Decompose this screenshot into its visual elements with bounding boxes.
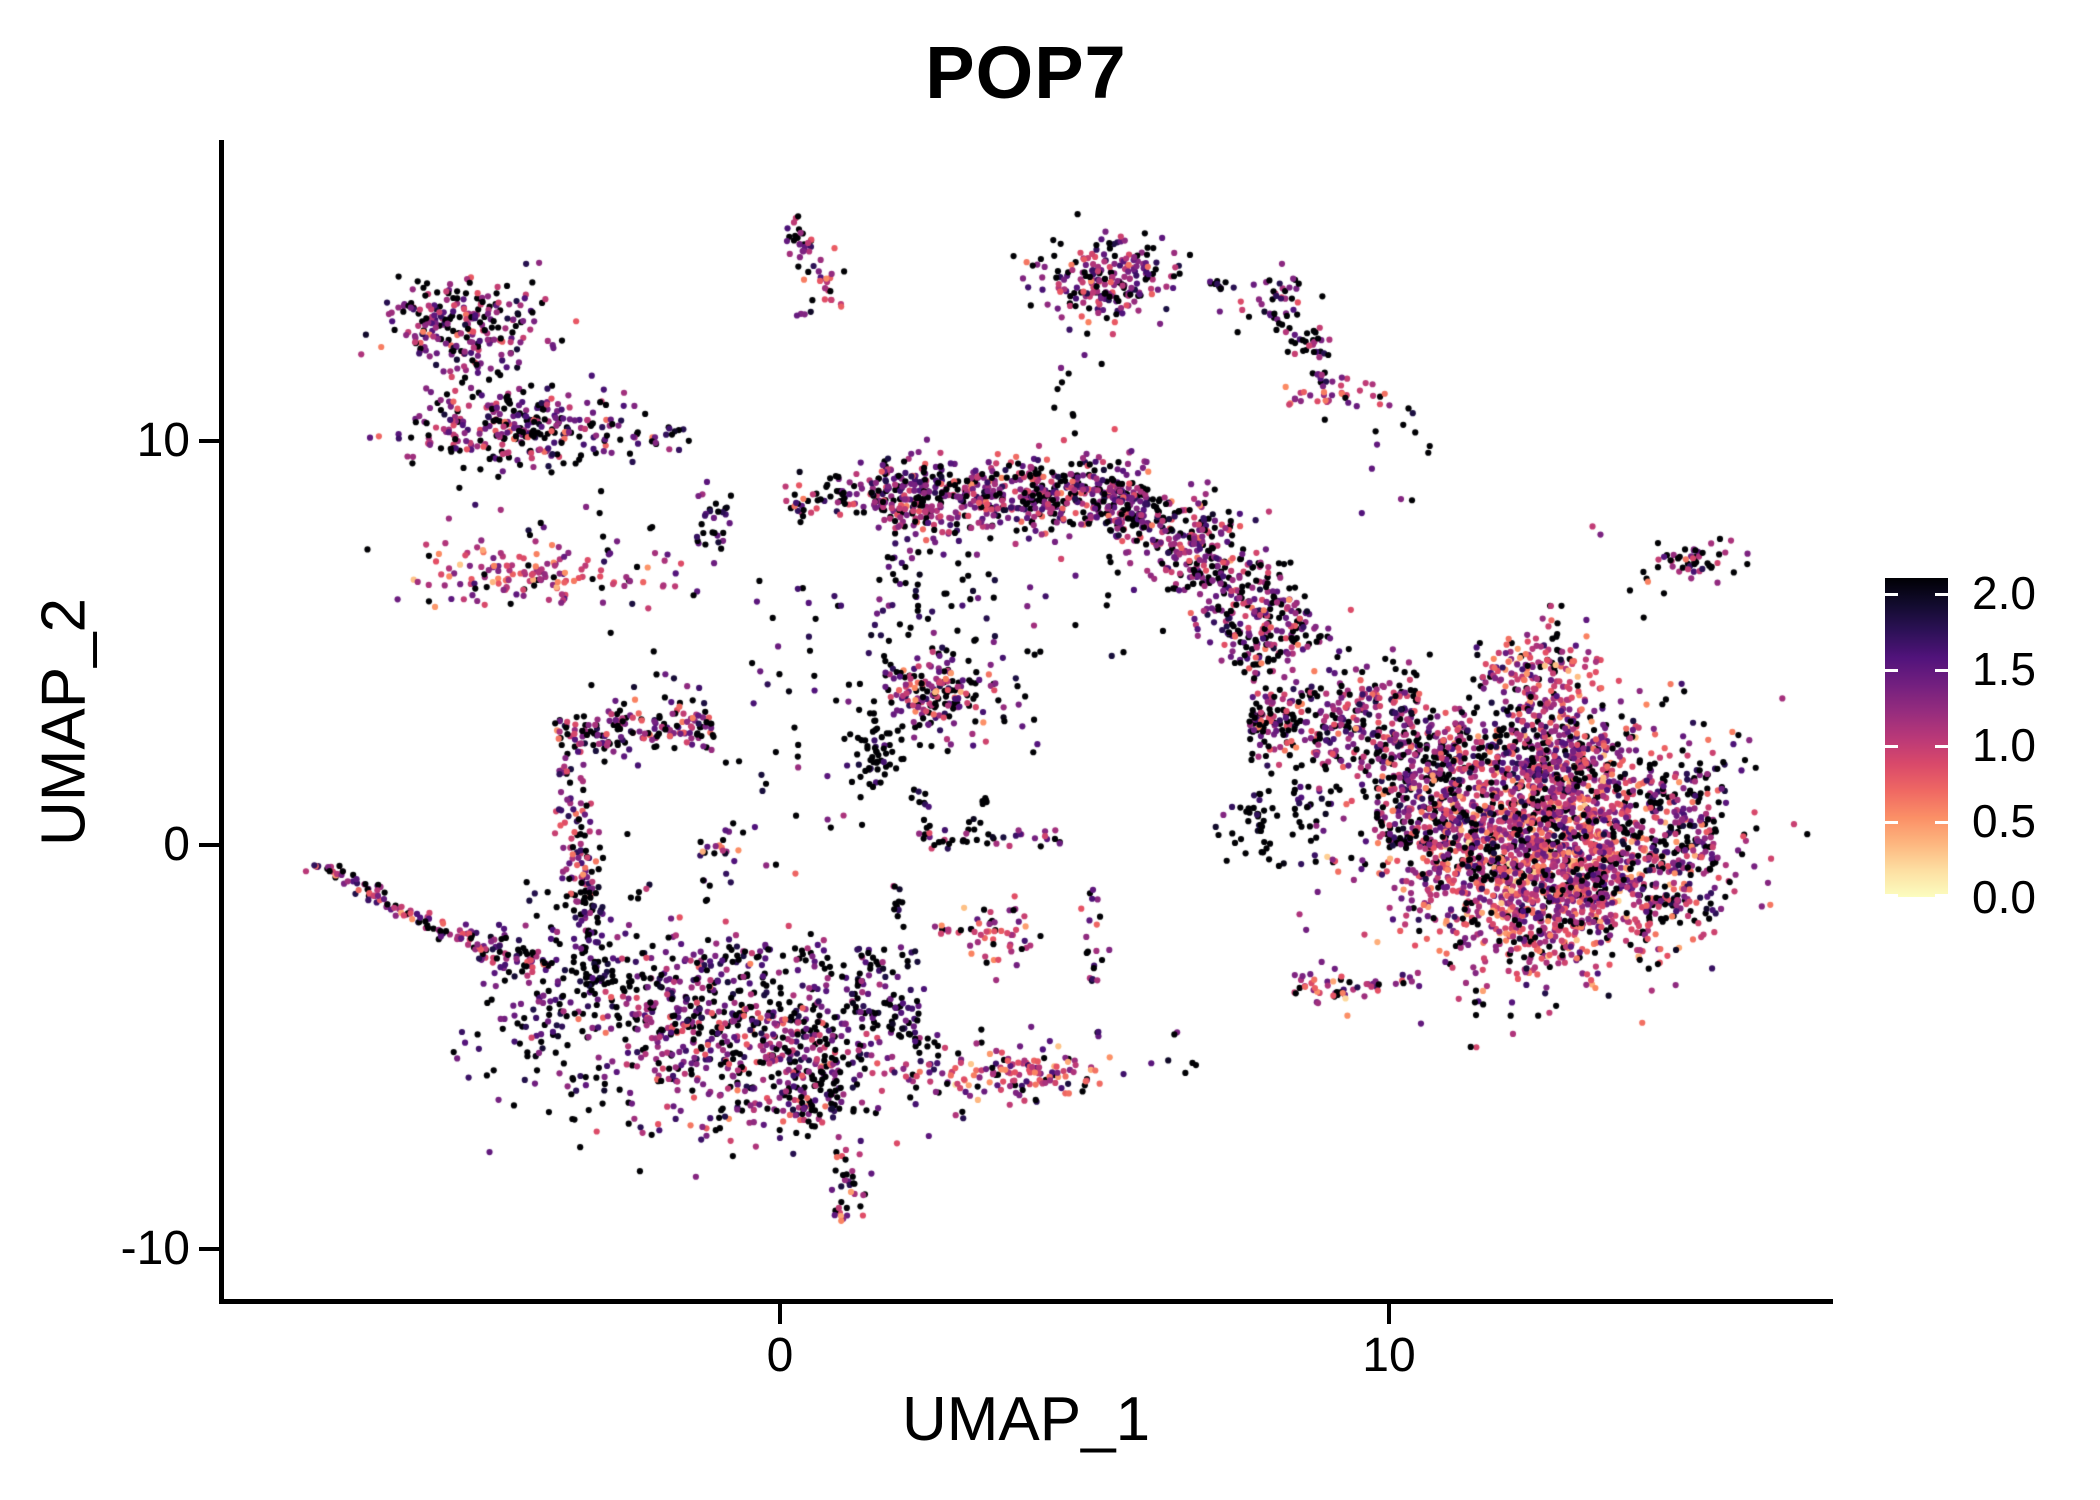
y-tick-label: 10 [136,414,190,467]
colorbar-tick-dash-right [1935,745,1948,749]
x-axis-line [219,1299,1833,1304]
y-tick-mark [199,843,219,847]
y-tick-label: -10 [120,1222,190,1275]
colorbar-tick-dash-right [1935,894,1948,897]
colorbar-tick-dash-right [1935,821,1948,824]
colorbar-tick-label: 2.0 [1972,567,2036,620]
x-tick-label: 10 [1362,1329,1416,1382]
x-tick-label: 0 [766,1329,794,1382]
colorbar-tick-dash-left [1885,669,1898,673]
colorbar-tick-dash-left [1885,593,1898,597]
colorbar-tick-label: 0.0 [1972,871,2036,923]
colorbar-gradient [1885,578,1948,897]
x-tick-mark [1387,1304,1391,1324]
colorbar-tick-label: 1.5 [1972,643,2036,696]
y-tick-mark [199,439,219,443]
y-axis-line [219,140,224,1304]
y-tick-mark [199,1247,219,1251]
colorbar-tick-dash-left [1885,745,1898,749]
colorbar-tick-dash-left [1885,894,1898,897]
colorbar-tick-label: 0.5 [1972,795,2036,847]
x-axis-title: UMAP_1 [901,1385,1151,1454]
colorbar-tick-dash-left [1885,821,1898,824]
x-tick-mark [778,1304,782,1324]
y-tick-label: 0 [163,818,190,871]
colorbar-tick-label: 1.0 [1972,719,2036,772]
colorbar-tick-dash-right [1935,593,1948,597]
y-axis-title: UMAP_2 [29,597,99,847]
colorbar-tick-dash-right [1935,669,1948,673]
